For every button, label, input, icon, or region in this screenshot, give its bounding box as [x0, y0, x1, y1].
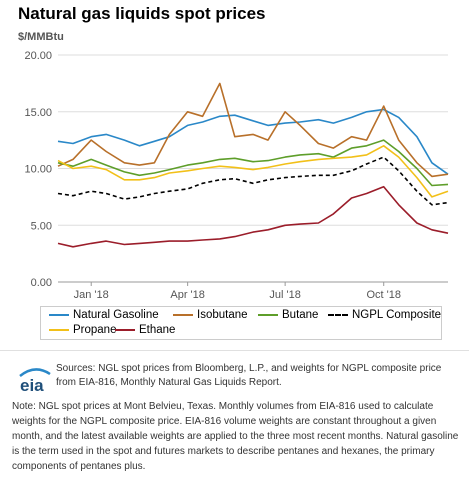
legend-item-ethane: Ethane [115, 324, 175, 336]
series-line-propane [57, 145, 449, 198]
series-line-ngpl-composite [57, 156, 449, 206]
legend-item-isobutane: Isobutane [173, 309, 248, 321]
series-line-ethane [57, 185, 449, 248]
legend-swatch [49, 329, 69, 331]
legend-label: Propane [73, 324, 117, 336]
legend-swatch [115, 329, 135, 331]
unit-label: $/MMBtu [18, 31, 64, 43]
legend-label: Ethane [139, 324, 176, 336]
legend-item-natural-gasoline: Natural Gasoline [49, 309, 159, 321]
legend-item-ngpl-composite: NGPL Composite [328, 309, 441, 321]
x-tick-label: Jan '18 [74, 289, 109, 300]
note-text: Note: NGL spot prices at Mont Belvieu, T… [12, 401, 459, 472]
x-tick-label: Jul '18 [269, 289, 300, 300]
legend-label: Isobutane [197, 309, 248, 321]
x-tick-label: Oct '18 [366, 289, 401, 300]
legend: Natural Gasoline Isobutane Butane NGPL C… [40, 306, 442, 340]
legend-item-butane: Butane [258, 309, 318, 321]
legend-item-propane: Propane [49, 324, 116, 336]
legend-label: Natural Gasoline [73, 309, 159, 321]
y-tick-label: 0.00 [31, 277, 52, 289]
chart-svg: 0.00 5.00 10.00 15.00 20.00 Jan '18 Apr '18 Jul… [24, 50, 449, 300]
y-tick-label: 15.00 [24, 107, 52, 119]
legend-swatch [173, 314, 193, 316]
legend-swatch [49, 314, 69, 316]
legend-label: Butane [282, 309, 319, 321]
legend-swatch [328, 314, 348, 316]
eia-logo: eia [19, 368, 51, 394]
legend-swatch [258, 314, 278, 316]
y-tick-label: 20.00 [24, 50, 52, 62]
sources-text: Sources: NGL spot prices from Bloomberg,… [56, 363, 442, 388]
chart-title: Natural gas liquids spot prices [18, 4, 266, 23]
legend-label: NGPL Composite [352, 309, 442, 321]
x-tick-label: Apr '18 [170, 289, 205, 300]
divider [0, 350, 469, 351]
series-line-butane [57, 139, 449, 187]
series-line-isobutane [57, 82, 449, 178]
svg-text:eia: eia [20, 376, 44, 394]
y-tick-label: 10.00 [24, 164, 52, 176]
y-tick-label: 5.00 [31, 220, 52, 232]
series-line-natural-gasoline [57, 108, 449, 175]
